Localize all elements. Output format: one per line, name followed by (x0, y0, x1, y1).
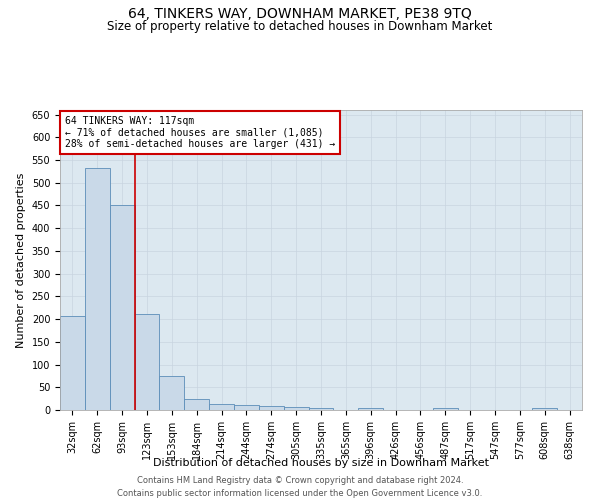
Bar (60, 316, 85, 410)
Bar (532, 408, 557, 410)
Text: Distribution of detached houses by size in Downham Market: Distribution of detached houses by size … (153, 458, 489, 468)
Text: 64, TINKERS WAY, DOWNHAM MARKET, PE38 9TQ: 64, TINKERS WAY, DOWNHAM MARKET, PE38 9T… (128, 8, 472, 22)
Bar (358, 408, 383, 410)
Bar (209, 404, 234, 410)
Bar (184, 398, 209, 410)
Bar (284, 408, 308, 410)
Y-axis label: Number of detached properties: Number of detached properties (16, 172, 26, 348)
Bar (234, 405, 259, 410)
Bar (433, 408, 458, 410)
Bar (110, 204, 134, 410)
Bar (134, 314, 160, 410)
Text: 64 TINKERS WAY: 117sqm
← 71% of detached houses are smaller (1,085)
28% of semi-: 64 TINKERS WAY: 117sqm ← 71% of detached… (65, 116, 335, 149)
Bar (160, 376, 184, 410)
Bar (85, 168, 110, 410)
Text: Contains HM Land Registry data © Crown copyright and database right 2024.
Contai: Contains HM Land Registry data © Crown c… (118, 476, 482, 498)
Bar (259, 406, 284, 410)
Bar (308, 408, 334, 410)
Text: Size of property relative to detached houses in Downham Market: Size of property relative to detached ho… (107, 20, 493, 33)
